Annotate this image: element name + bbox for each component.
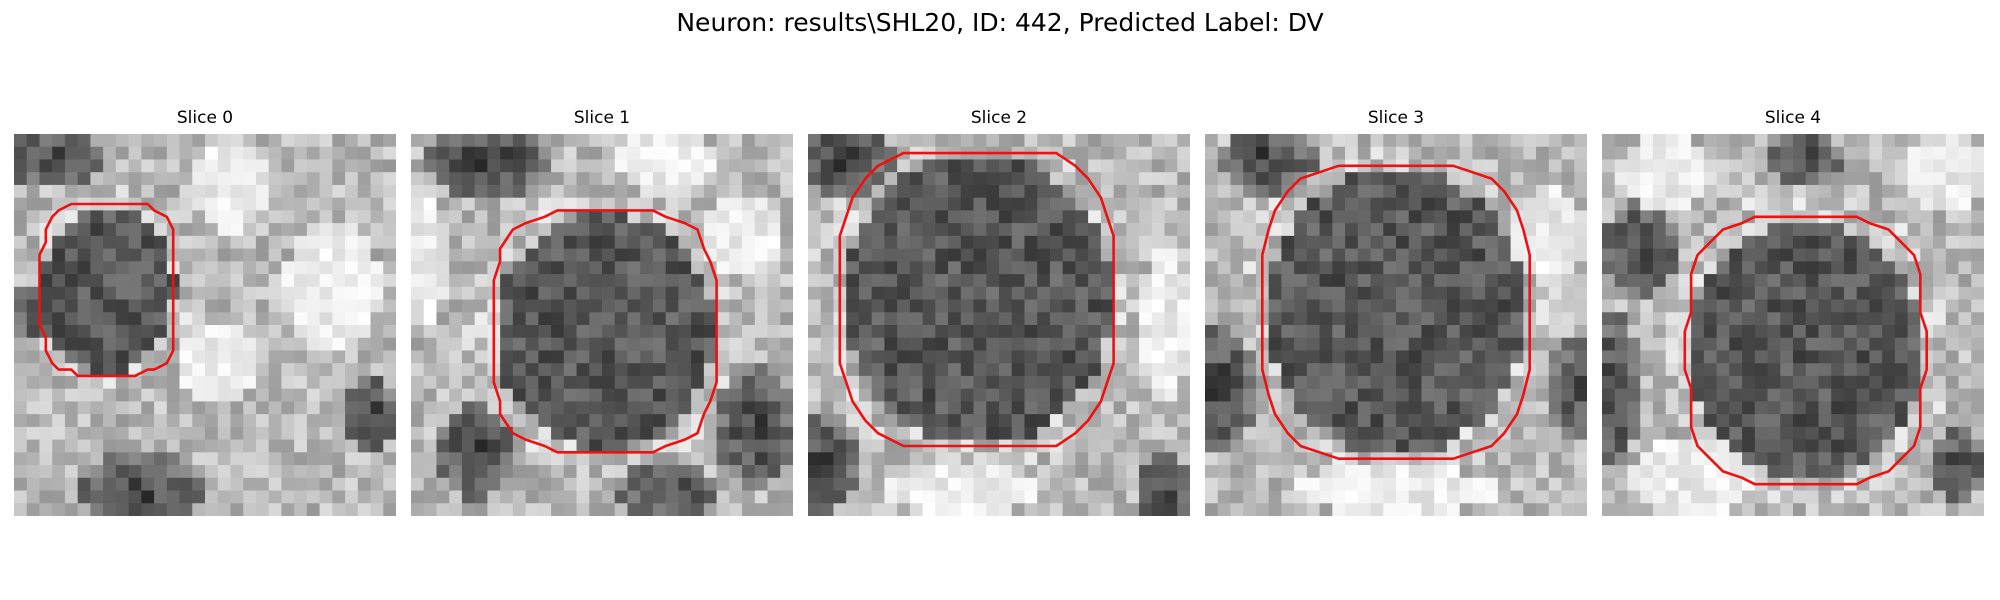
slice-title-4: Slice 4 bbox=[1764, 108, 1822, 128]
slice-image-0 bbox=[14, 134, 396, 516]
cell-contour bbox=[838, 151, 1115, 448]
slice-panel-4: Slice 4 bbox=[1602, 108, 1984, 522]
microscopy-pixels bbox=[411, 134, 793, 516]
microscopy-pixels bbox=[1602, 134, 1984, 516]
microscopy-pixels bbox=[1205, 134, 1587, 516]
cell-contour bbox=[492, 209, 718, 454]
microscopy-pixels bbox=[808, 134, 1190, 516]
slice-panel-1: Slice 1 bbox=[411, 108, 793, 522]
slice-image-4 bbox=[1602, 134, 1984, 516]
microscopy-pixels bbox=[14, 134, 396, 516]
slice-svg-2 bbox=[808, 134, 1190, 516]
cell-contour bbox=[1683, 215, 1929, 486]
slice-image-3 bbox=[1205, 134, 1587, 516]
cell-contour bbox=[1260, 164, 1532, 461]
slice-title-0: Slice 0 bbox=[176, 108, 234, 128]
figure-title: Neuron: results\SHL20, ID: 442, Predicte… bbox=[676, 8, 1324, 37]
slice-title-3: Slice 3 bbox=[1367, 108, 1425, 128]
slice-svg-0 bbox=[14, 134, 396, 516]
cell-contour bbox=[38, 202, 175, 378]
slice-svg-4 bbox=[1602, 134, 1984, 516]
slice-panel-3: Slice 3 bbox=[1205, 108, 1587, 522]
slice-title-1: Slice 1 bbox=[573, 108, 631, 128]
slice-svg-3 bbox=[1205, 134, 1587, 516]
slice-svg-1 bbox=[411, 134, 793, 516]
slice-title-2: Slice 2 bbox=[970, 108, 1028, 128]
slice-panel-0: Slice 0 bbox=[14, 108, 396, 522]
slice-image-1 bbox=[411, 134, 793, 516]
slice-panel-2: Slice 2 bbox=[808, 108, 1190, 522]
slice-image-2 bbox=[808, 134, 1190, 516]
